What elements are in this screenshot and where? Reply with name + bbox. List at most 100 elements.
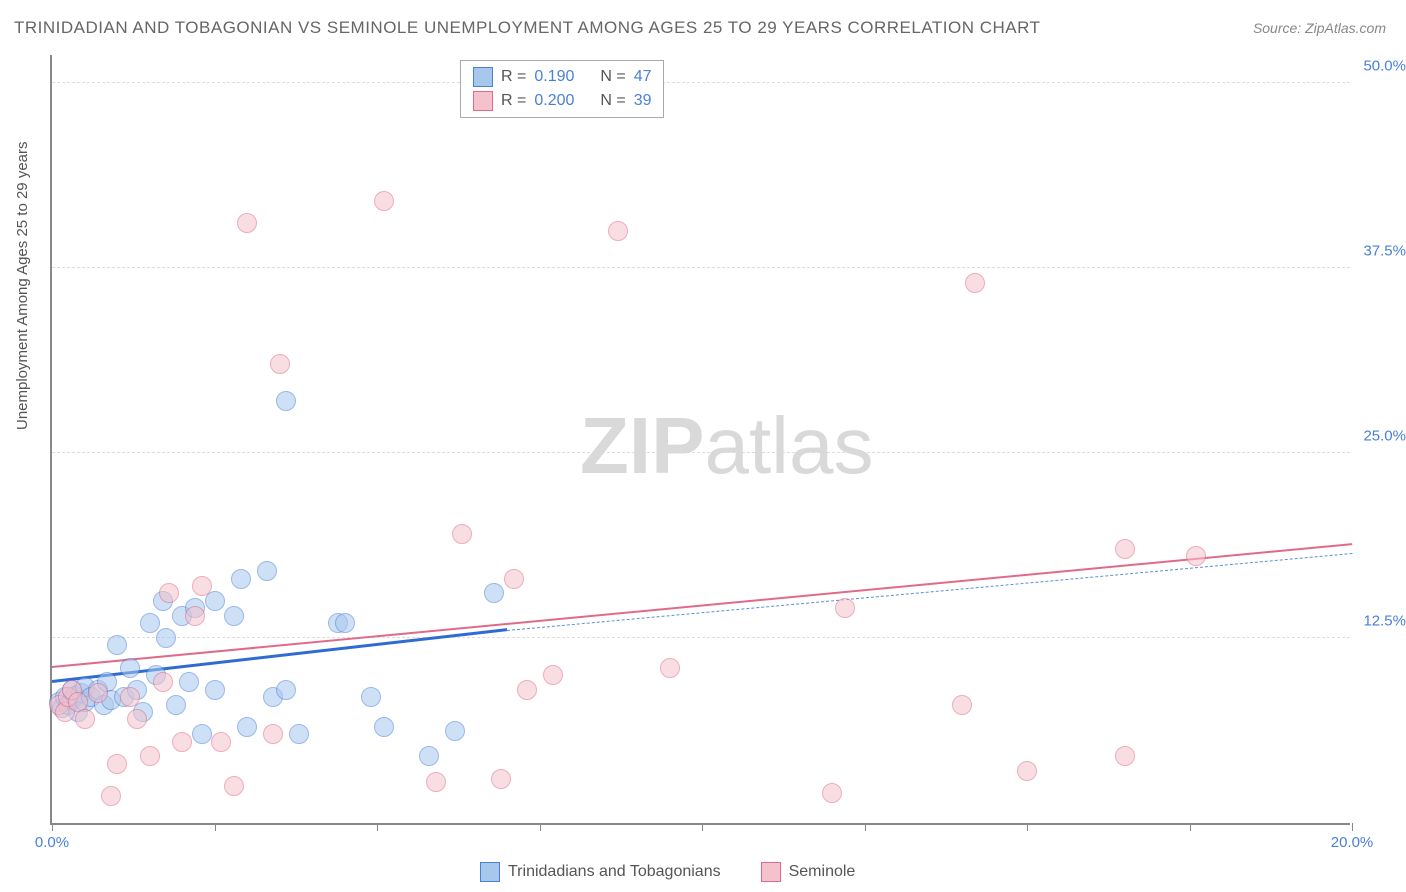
data-point [140,746,160,766]
data-point [107,754,127,774]
plot-area: 12.5%25.0%37.5%50.0%0.0%20.0% [50,55,1350,825]
data-point [835,598,855,618]
data-point [517,680,537,700]
gridline [52,267,1350,268]
data-point [445,721,465,741]
data-point [179,672,199,692]
trend-line [52,543,1352,668]
x-tick [865,823,866,831]
data-point [75,709,95,729]
data-point [276,391,296,411]
correlation-legend: R = 0.190 N = 47 R = 0.200 N = 39 [460,60,664,118]
data-point [237,213,257,233]
data-point [1186,546,1206,566]
data-point [166,695,186,715]
legend-r-label: R = [501,92,526,110]
legend-series-name: Trinidadians and Tobagonians [508,863,721,881]
x-tick [377,823,378,831]
data-point [159,583,179,603]
data-point [231,569,251,589]
data-point [452,524,472,544]
trend-line [507,553,1352,631]
x-tick [1190,823,1191,831]
data-point [127,709,147,729]
legend-n-label: N = [600,92,625,110]
x-tick [540,823,541,831]
legend-n-value: 47 [634,68,652,86]
x-tick-label: 20.0% [1331,834,1374,851]
data-point [1115,539,1135,559]
data-point [335,613,355,633]
legend-r-value: 0.200 [534,92,592,110]
data-point [822,783,842,803]
data-point [107,635,127,655]
data-point [1017,761,1037,781]
y-tick-label: 12.5% [1363,612,1406,629]
data-point [205,680,225,700]
series-legend: Trinidadians and Tobagonians Seminole [480,862,855,882]
gridline [52,82,1350,83]
gridline [52,637,1350,638]
legend-n-value: 39 [634,92,652,110]
legend-swatch [761,862,781,882]
gridline [52,452,1350,453]
data-point [192,576,212,596]
data-point [504,569,524,589]
legend-swatch [473,91,493,111]
data-point [491,769,511,789]
legend-row: R = 0.200 N = 39 [473,89,651,113]
x-tick [1352,823,1353,831]
y-tick-label: 50.0% [1363,57,1406,74]
data-point [211,732,231,752]
data-point [88,683,108,703]
x-tick [702,823,703,831]
y-axis-label: Unemployment Among Ages 25 to 29 years [14,141,31,430]
data-point [952,695,972,715]
data-point [484,583,504,603]
data-point [426,772,446,792]
legend-series-name: Seminole [789,863,856,881]
data-point [965,273,985,293]
data-point [361,687,381,707]
data-point [120,658,140,678]
x-tick [52,823,53,831]
data-point [224,776,244,796]
data-point [120,687,140,707]
legend-row: R = 0.190 N = 47 [473,65,651,89]
legend-n-label: N = [600,68,625,86]
data-point [374,191,394,211]
x-tick [215,823,216,831]
legend-r-value: 0.190 [534,68,592,86]
legend-swatch [480,862,500,882]
data-point [660,658,680,678]
data-point [224,606,244,626]
legend-r-label: R = [501,68,526,86]
data-point [257,561,277,581]
data-point [140,613,160,633]
source-attribution: Source: ZipAtlas.com [1253,20,1386,36]
data-point [192,724,212,744]
data-point [153,672,173,692]
y-tick-label: 37.5% [1363,242,1406,259]
data-point [172,732,192,752]
chart-title: TRINIDADIAN AND TOBAGONIAN VS SEMINOLE U… [14,18,1041,38]
legend-item: Trinidadians and Tobagonians [480,862,721,882]
data-point [237,717,257,737]
data-point [608,221,628,241]
data-point [276,680,296,700]
legend-item: Seminole [761,862,856,882]
data-point [270,354,290,374]
legend-swatch [473,67,493,87]
data-point [374,717,394,737]
data-point [419,746,439,766]
data-point [543,665,563,685]
data-point [289,724,309,744]
x-tick [1027,823,1028,831]
data-point [1115,746,1135,766]
data-point [185,606,205,626]
data-point [101,786,121,806]
data-point [156,628,176,648]
y-tick-label: 25.0% [1363,427,1406,444]
x-tick-label: 0.0% [35,834,69,851]
data-point [263,724,283,744]
